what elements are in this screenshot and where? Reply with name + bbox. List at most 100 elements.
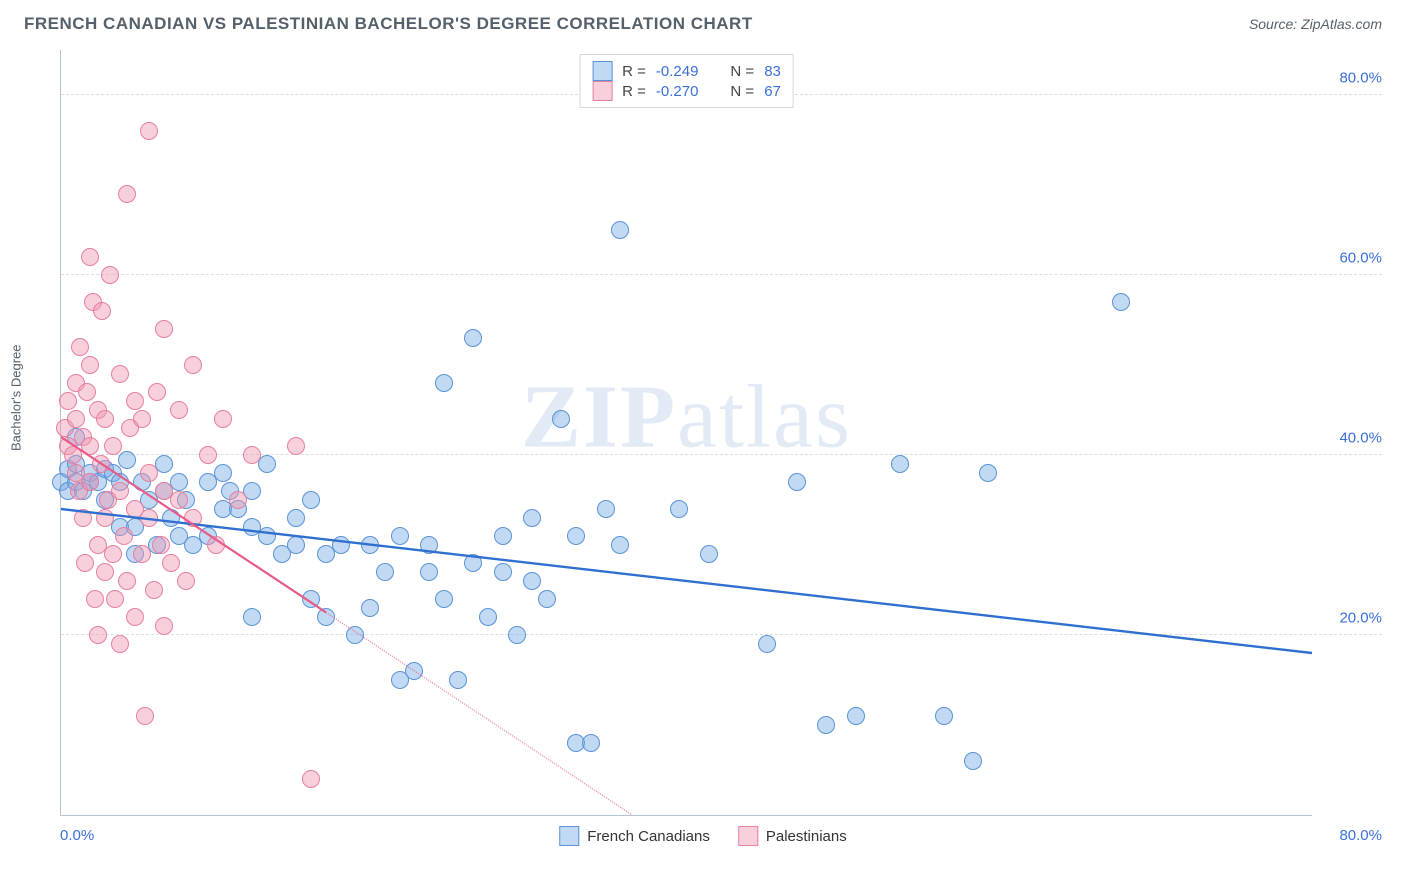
data-point — [136, 707, 154, 725]
y-tick-label: 60.0% — [1322, 250, 1382, 267]
data-point — [523, 572, 541, 590]
data-point — [258, 527, 276, 545]
data-point — [214, 410, 232, 428]
x-tick-min: 0.0% — [60, 827, 94, 844]
data-point — [420, 563, 438, 581]
data-point — [611, 536, 629, 554]
data-point — [464, 554, 482, 572]
data-point — [126, 392, 144, 410]
data-point — [59, 392, 77, 410]
data-point — [89, 626, 107, 644]
data-point — [523, 509, 541, 527]
data-point — [133, 410, 151, 428]
data-point — [101, 266, 119, 284]
data-point — [302, 491, 320, 509]
data-point — [140, 464, 158, 482]
stats-legend-row: R =-0.270N =67 — [592, 81, 781, 101]
trend-line-extrapolated — [326, 612, 632, 815]
n-label: N = — [730, 63, 754, 80]
data-point — [229, 491, 247, 509]
data-point — [96, 509, 114, 527]
gridline — [61, 634, 1382, 635]
r-label: R = — [622, 83, 646, 100]
data-point — [133, 545, 151, 563]
data-point — [111, 635, 129, 653]
y-tick-label: 20.0% — [1322, 610, 1382, 627]
data-point — [700, 545, 718, 563]
data-point — [979, 464, 997, 482]
data-point — [214, 464, 232, 482]
data-point — [111, 482, 129, 500]
n-label: N = — [730, 83, 754, 100]
data-point — [86, 590, 104, 608]
chart-container: Bachelor's Degree ZIPatlas R =-0.249N =8… — [24, 50, 1382, 852]
data-point — [148, 383, 166, 401]
n-value: 67 — [764, 83, 781, 100]
source-link[interactable]: ZipAtlas.com — [1301, 16, 1382, 32]
data-point — [449, 671, 467, 689]
series-legend: French Canadians Palestinians — [559, 826, 846, 846]
data-point — [140, 509, 158, 527]
series-legend-item: French Canadians — [559, 826, 710, 846]
data-point — [964, 752, 982, 770]
data-point — [93, 302, 111, 320]
data-point — [140, 122, 158, 140]
legend-swatch — [592, 61, 612, 81]
data-point — [67, 410, 85, 428]
data-point — [152, 536, 170, 554]
data-point — [170, 491, 188, 509]
data-point — [106, 590, 124, 608]
x-tick-max: 80.0% — [1339, 827, 1382, 844]
data-point — [243, 446, 261, 464]
data-point — [81, 437, 99, 455]
data-point — [479, 608, 497, 626]
data-point — [96, 563, 114, 581]
data-point — [317, 608, 335, 626]
r-value: -0.249 — [656, 63, 699, 80]
data-point — [847, 707, 865, 725]
data-point — [494, 563, 512, 581]
data-point — [1112, 293, 1130, 311]
data-point — [155, 617, 173, 635]
data-point — [464, 329, 482, 347]
data-point — [287, 509, 305, 527]
data-point — [92, 455, 110, 473]
data-point — [118, 572, 136, 590]
data-point — [670, 500, 688, 518]
data-point — [405, 662, 423, 680]
data-point — [361, 599, 379, 617]
data-point — [538, 590, 556, 608]
series-legend-label: French Canadians — [587, 828, 710, 845]
stats-legend: R =-0.249N =83R =-0.270N =67 — [579, 54, 794, 108]
data-point — [332, 536, 350, 554]
data-point — [935, 707, 953, 725]
data-point — [567, 527, 585, 545]
data-point — [81, 248, 99, 266]
data-point — [302, 770, 320, 788]
series-legend-item: Palestinians — [738, 826, 847, 846]
data-point — [118, 185, 136, 203]
y-tick-label: 40.0% — [1322, 430, 1382, 447]
data-point — [64, 446, 82, 464]
data-point — [287, 536, 305, 554]
data-point — [508, 626, 526, 644]
data-point — [376, 563, 394, 581]
data-point — [817, 716, 835, 734]
data-point — [104, 437, 122, 455]
data-point — [582, 734, 600, 752]
data-point — [118, 451, 136, 469]
data-point — [170, 401, 188, 419]
data-point — [199, 446, 217, 464]
data-point — [96, 410, 114, 428]
data-point — [74, 509, 92, 527]
data-point — [115, 527, 133, 545]
gridline — [61, 274, 1382, 275]
data-point — [207, 536, 225, 554]
data-point — [346, 626, 364, 644]
data-point — [177, 572, 195, 590]
data-point — [435, 374, 453, 392]
data-point — [435, 590, 453, 608]
data-point — [162, 509, 180, 527]
data-point — [287, 437, 305, 455]
data-point — [788, 473, 806, 491]
